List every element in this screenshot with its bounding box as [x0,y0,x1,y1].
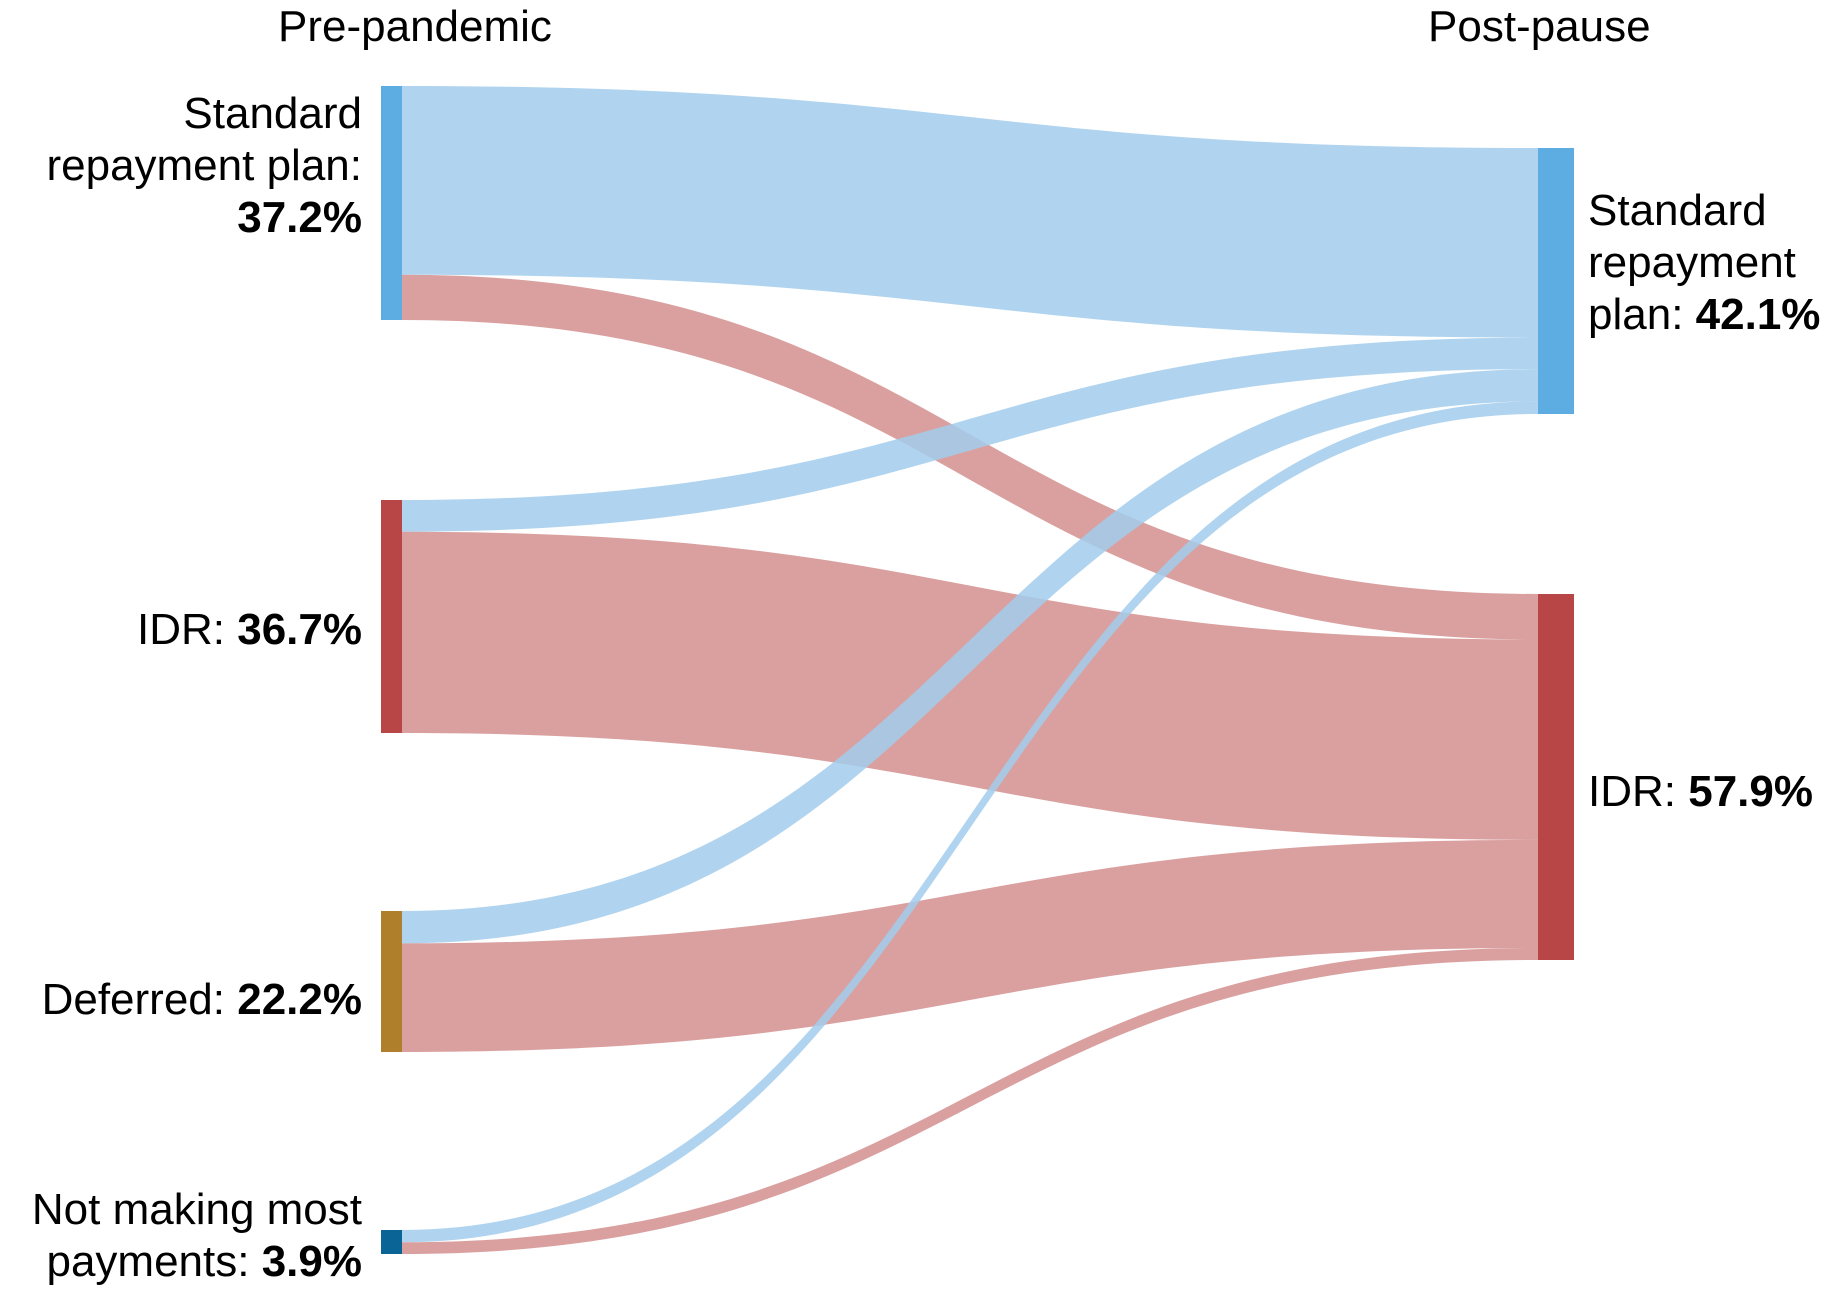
node-idr_pre [381,500,402,733]
flows [402,86,1538,1254]
node-std_post [1538,148,1574,414]
flow-nmp_pre-to-std_post [402,401,1538,1243]
column-title-post-pause: Post-pause [1428,2,1651,51]
label-deferred-pre: Deferred: 22.2% [41,975,362,1024]
flow-std_pre-to-std_post [402,86,1538,338]
node-nmp_pre [381,1230,402,1254]
flow-def_pre-to-idr_post [402,839,1538,1052]
label-standard-pre: Standard repayment plan: 37.2% [46,89,362,242]
label-standard-post: Standard repayment plan: 42.1% [1588,186,1821,339]
node-idr_post [1538,594,1574,960]
label-idr-post: IDR: 57.9% [1588,767,1813,816]
flow-def_pre-to-std_post [402,369,1538,944]
flow-std_pre-to-idr_post [402,274,1538,640]
flow-nmp_pre-to-idr_post [402,947,1538,1254]
label-not-making-payments-pre: Not making most payments: 3.9% [31,1185,362,1286]
column-title-pre-pandemic: Pre-pandemic [278,2,552,51]
label-idr-pre: IDR: 36.7% [137,605,362,654]
flow-idr_pre-to-std_post [402,337,1538,532]
node-std_pre [381,86,402,320]
node-def_pre [381,911,402,1052]
flow-idr_pre-to-idr_post [402,531,1538,840]
